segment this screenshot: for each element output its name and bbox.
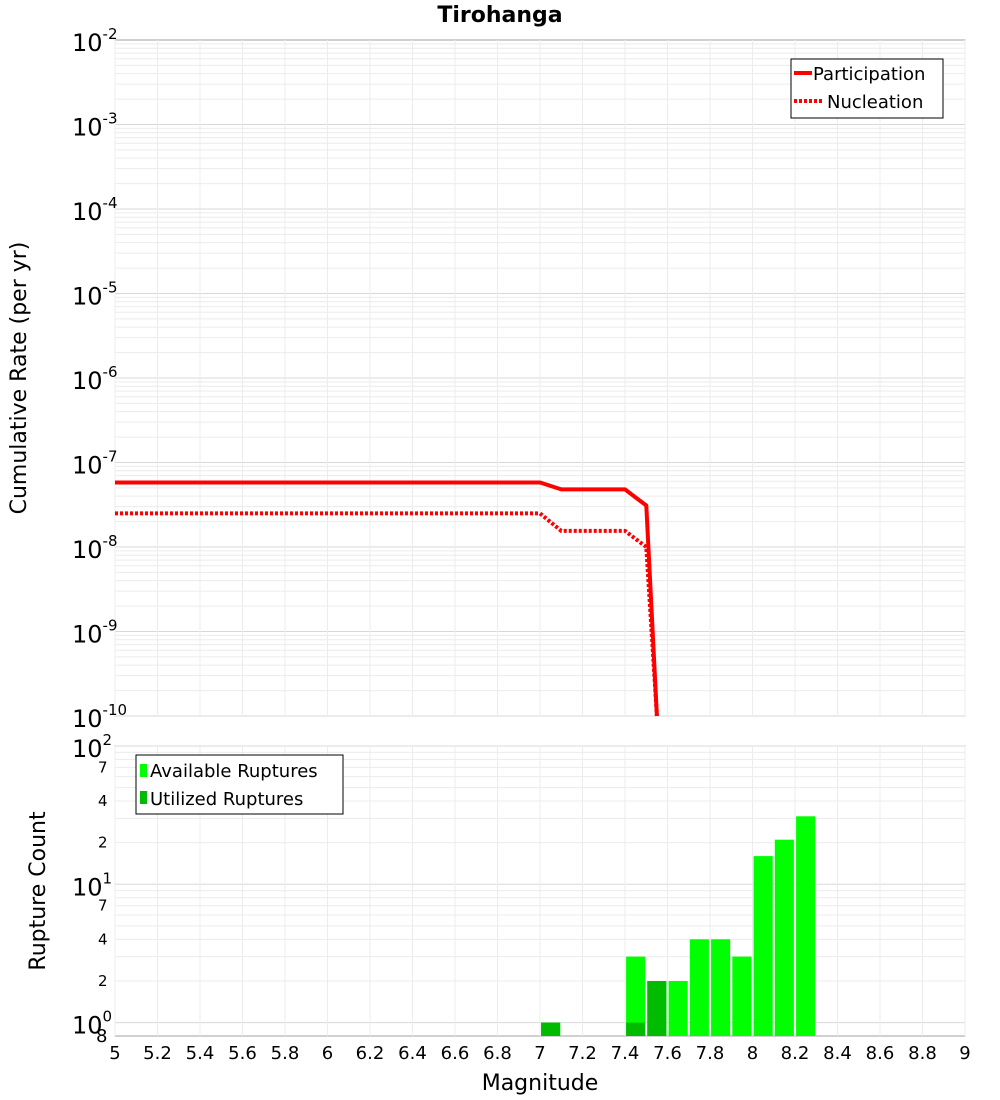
- available-ruptures-bar: [774, 839, 794, 1036]
- utilized-legend-label: Utilized Ruptures: [150, 789, 303, 810]
- count-y-tick-label: 101: [72, 869, 112, 901]
- magnitude-x-tick-label: 5.6: [228, 1043, 257, 1064]
- count-y-ticks: 100 101 102 8 2 4 7 2 4 7: [72, 731, 112, 1047]
- available-legend-swatch: [140, 764, 147, 777]
- magnitude-x-tick-label: 7.4: [611, 1043, 640, 1064]
- available-ruptures-bar: [689, 939, 709, 1036]
- rate-y-tick-label: 10-3: [72, 110, 118, 142]
- magnitude-x-tick-label: 7.6: [653, 1043, 682, 1064]
- count-legend: Available Ruptures Utilized Ruptures: [135, 754, 344, 815]
- magnitude-x-tick-label: 8.8: [908, 1043, 937, 1064]
- utilized-ruptures-bar: [541, 1022, 561, 1036]
- magnitude-x-tick-label: 8: [747, 1043, 758, 1064]
- magnitude-x-tick-label: 6.2: [356, 1043, 385, 1064]
- count-plot-panel: 100 101 102 8 2 4 7 2 4 7 5 5.2 5.4 5.6 5.8 6 6.2 6.4 6.6…: [26, 731, 971, 1096]
- magnitude-x-tick-label: 6.8: [483, 1043, 512, 1064]
- magnitude-x-tick-label: 5: [109, 1043, 120, 1064]
- rate-legend: Participation Nucleation: [790, 58, 944, 119]
- rate-y-tick-label: 10-6: [72, 363, 118, 395]
- magnitude-x-axis-label: Magnitude: [482, 1071, 599, 1096]
- nucleation-legend-label: Nucleation: [827, 92, 923, 113]
- available-ruptures-bar: [668, 981, 688, 1036]
- magnitude-x-tick-label: 5.4: [186, 1043, 215, 1064]
- participation-legend-label: Participation: [813, 64, 925, 85]
- rate-y-tick-label: 10-8: [72, 532, 118, 564]
- available-legend-label: Available Ruptures: [150, 761, 318, 782]
- chart-title: Tirohanga: [437, 3, 562, 28]
- rate-y-tick-label: 10-7: [72, 448, 118, 480]
- rate-plot-grid: [114, 40, 966, 717]
- available-ruptures-bar: [753, 856, 773, 1036]
- magnitude-x-ticks: 5 5.2 5.4 5.6 5.8 6 6.2 6.4 6.6 6.8 7 7.2 7.4 7.6 7.8 8…: [109, 1043, 970, 1064]
- magnitude-x-tick-label: 5.2: [143, 1043, 172, 1064]
- magnitude-x-tick-label: 7.2: [568, 1043, 597, 1064]
- available-ruptures-bar: [732, 956, 752, 1036]
- count-y-minor-tick-label: 4: [98, 792, 108, 810]
- rate-series: [115, 480, 659, 717]
- rate-legend-box: [790, 58, 944, 119]
- magnitude-x-tick-label: 6.6: [441, 1043, 470, 1064]
- rate-y-tick-label: 10-9: [72, 617, 118, 649]
- rate-y-tick-label: 10-10: [72, 701, 127, 733]
- count-y-minor-tick-label: 7: [98, 897, 108, 915]
- rate-y-ticks: 10-10 10-9 10-8 10-7 10-6 10-5 10-4 10-3 10-2: [72, 25, 127, 733]
- magnitude-x-tick-label: 8.4: [823, 1043, 852, 1064]
- rate-plot-panel: 10-10 10-9 10-8 10-7 10-6 10-5 10-4 10-3 10-2 Cu…: [7, 25, 966, 733]
- magnitude-x-tick-label: 6: [322, 1043, 333, 1064]
- count-y-tick-label: 100: [72, 1008, 112, 1040]
- count-bars: [541, 816, 816, 1036]
- count-y-minor-tick-label: 4: [98, 930, 108, 948]
- magnitude-x-tick-label: 8.6: [866, 1043, 895, 1064]
- magnitude-x-tick-label: 5.8: [271, 1043, 300, 1064]
- utilized-ruptures-bar: [626, 1022, 646, 1036]
- available-ruptures-bar: [796, 816, 816, 1036]
- magnitude-x-tick-label: 8.2: [781, 1043, 810, 1064]
- participation-line: [115, 480, 659, 717]
- nucleation-line: [115, 511, 659, 717]
- count-legend-box: [135, 754, 344, 815]
- available-ruptures-bar: [626, 956, 646, 1036]
- count-y-minor-tick-label: 8: [96, 1026, 107, 1047]
- magnitude-x-tick-label: 6.4: [398, 1043, 427, 1064]
- rate-y-tick-label: 10-4: [72, 194, 118, 226]
- magnitude-x-tick-label: 9: [959, 1043, 970, 1064]
- rate-y-tick-label: 10-2: [72, 25, 118, 57]
- count-y-minor-tick-label: 2: [98, 834, 108, 852]
- count-y-minor-tick-label: 7: [98, 758, 108, 776]
- available-ruptures-bar: [711, 939, 731, 1036]
- magnitude-x-tick-label: 7: [534, 1043, 545, 1064]
- rate-y-axis-label: Cumulative Rate (per yr): [7, 242, 32, 515]
- utilized-ruptures-bar: [647, 981, 667, 1036]
- utilized-legend-swatch: [140, 791, 147, 804]
- count-y-axis-label: Rupture Count: [26, 811, 51, 971]
- count-y-minor-tick-label: 2: [98, 972, 108, 990]
- rate-y-tick-label: 10-5: [72, 279, 118, 311]
- count-y-tick-label: 102: [72, 731, 112, 763]
- magnitude-x-tick-label: 7.8: [696, 1043, 725, 1064]
